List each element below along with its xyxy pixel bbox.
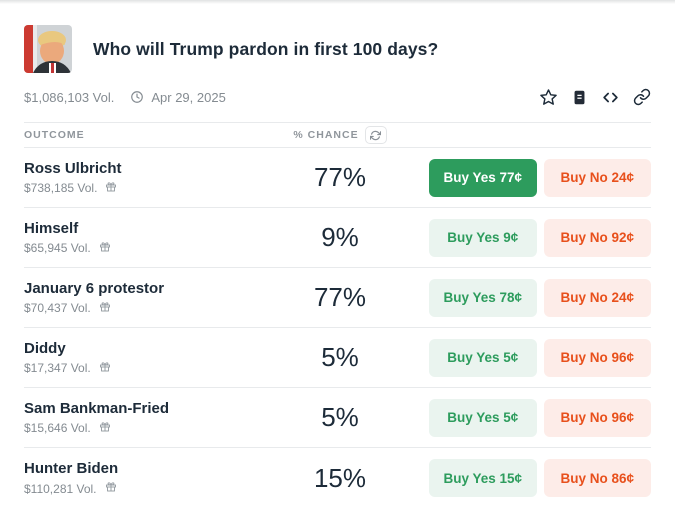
gift-icon — [105, 181, 117, 196]
buy-no-button[interactable]: Buy No 24¢ — [543, 158, 651, 197]
clock-icon — [130, 90, 144, 104]
outcome-volume-row: $110,281 Vol. — [24, 481, 265, 496]
chance-value: 15% — [313, 462, 367, 493]
outcome-cell: January 6 protestor $70,437 Vol. — [24, 280, 265, 316]
gift-icon — [99, 301, 111, 316]
outcome-volume: $70,437 Vol. — [24, 301, 91, 315]
gift-icon — [99, 241, 111, 256]
top-edge-divider — [0, 0, 675, 4]
gift-icon — [105, 481, 117, 496]
gift-icon — [99, 421, 111, 436]
volume-total: $1,086,103 Vol. — [24, 89, 115, 105]
star-icon[interactable] — [539, 88, 558, 107]
refresh-icon[interactable] — [364, 126, 387, 144]
outcome-row: Himself $65,945 Vol. 9% Buy Yes 9¢ Buy N… — [24, 208, 651, 268]
buy-no-button[interactable]: Buy No 92¢ — [543, 218, 651, 257]
outcome-cell: Diddy $17,347 Vol. — [24, 340, 265, 376]
meta-row: $1,086,103 Vol. Apr 29, 2025 — [24, 88, 651, 106]
buy-yes-button[interactable]: Buy Yes 78¢ — [429, 278, 537, 317]
chance-value: 77% — [313, 162, 367, 192]
outcome-cell: Hunter Biden $110,281 Vol. — [24, 460, 265, 496]
chance-value: 9% — [321, 222, 359, 252]
outcome-cell: Ross Ulbricht $738,185 Vol. — [24, 160, 265, 196]
table-header: OUTCOME % CHANCE — [24, 122, 651, 148]
outcome-volume-row: $65,945 Vol. — [24, 241, 265, 256]
outcome-row: Diddy $17,347 Vol. 5% Buy Yes 5¢ Buy No … — [24, 328, 651, 388]
market-title: Who will Trump pardon in first 100 days? — [93, 38, 439, 59]
trade-actions: Buy Yes 9¢ Buy No 92¢ — [429, 218, 651, 257]
outcome-row: Ross Ulbricht $738,185 Vol. 77% Buy Yes … — [24, 148, 651, 208]
outcome-row: January 6 protestor $70,437 Vol. 77% Buy… — [24, 268, 651, 328]
market-header: Who will Trump pardon in first 100 days? — [24, 25, 651, 73]
trade-actions: Buy Yes 15¢ Buy No 86¢ — [429, 459, 651, 497]
outcome-name: Himself — [24, 219, 79, 237]
outcome-row: Hunter Biden $110,281 Vol. 15% Buy Yes 1… — [24, 448, 651, 508]
outcome-volume: $110,281 Vol. — [24, 481, 97, 496]
buy-no-button[interactable]: Buy No 24¢ — [543, 278, 651, 317]
outcome-volume: $65,945 Vol. — [24, 241, 91, 255]
outcome-name: Diddy — [24, 339, 66, 357]
column-header-outcome: OUTCOME — [24, 129, 85, 141]
outcome-list: Ross Ulbricht $738,185 Vol. 77% Buy Yes … — [24, 148, 651, 508]
trump-avatar-image — [24, 25, 72, 73]
document-icon[interactable] — [571, 89, 588, 106]
gift-icon — [99, 361, 111, 376]
buy-yes-button[interactable]: Buy Yes 15¢ — [429, 459, 537, 497]
outcome-name: Hunter Biden — [24, 460, 119, 477]
buy-yes-button[interactable]: Buy Yes 5¢ — [429, 398, 537, 437]
buy-no-button[interactable]: Buy No 96¢ — [543, 338, 651, 377]
outcome-volume-row: $15,646 Vol. — [24, 421, 265, 436]
trade-actions: Buy Yes 5¢ Buy No 96¢ — [429, 398, 651, 437]
embed-icon[interactable] — [601, 88, 620, 107]
toolbar-icons — [539, 88, 651, 107]
trade-actions: Buy Yes 77¢ Buy No 24¢ — [429, 158, 651, 197]
buy-yes-button[interactable]: Buy Yes 77¢ — [429, 158, 537, 197]
buy-yes-button[interactable]: Buy Yes 9¢ — [429, 218, 537, 257]
outcome-name: Sam Bankman-Fried — [24, 399, 170, 417]
buy-no-button[interactable]: Buy No 96¢ — [543, 398, 651, 437]
outcome-volume-row: $17,347 Vol. — [24, 361, 265, 376]
outcome-name: January 6 protestor — [24, 279, 165, 297]
outcome-cell: Sam Bankman-Fried $15,646 Vol. — [24, 400, 265, 436]
chance-value: 5% — [321, 402, 359, 432]
meta-stats: $1,086,103 Vol. Apr 29, 2025 — [24, 90, 226, 105]
trade-actions: Buy Yes 78¢ Buy No 24¢ — [429, 278, 651, 317]
outcome-volume-row: $738,185 Vol. — [24, 181, 265, 196]
buy-yes-button[interactable]: Buy Yes 5¢ — [429, 338, 537, 377]
end-date: Apr 29, 2025 — [151, 89, 226, 105]
outcome-name: Ross Ulbricht — [24, 159, 122, 177]
outcome-cell: Himself $65,945 Vol. — [24, 220, 265, 256]
market-avatar — [24, 25, 72, 73]
buy-no-button[interactable]: Buy No 86¢ — [543, 459, 651, 497]
chance-value: 77% — [313, 282, 367, 312]
link-icon[interactable] — [633, 88, 651, 106]
outcome-volume: $15,646 Vol. — [24, 421, 91, 435]
trade-actions: Buy Yes 5¢ Buy No 96¢ — [429, 338, 651, 377]
chance-header-label: % CHANCE — [293, 129, 359, 141]
column-header-chance: % CHANCE — [265, 126, 415, 144]
outcome-row: Sam Bankman-Fried $15,646 Vol. 5% Buy Ye… — [24, 388, 651, 448]
outcome-volume: $738,185 Vol. — [24, 181, 98, 195]
outcome-volume-row: $70,437 Vol. — [24, 301, 265, 316]
outcome-volume: $17,347 Vol. — [24, 361, 91, 375]
chance-value: 5% — [321, 342, 359, 372]
